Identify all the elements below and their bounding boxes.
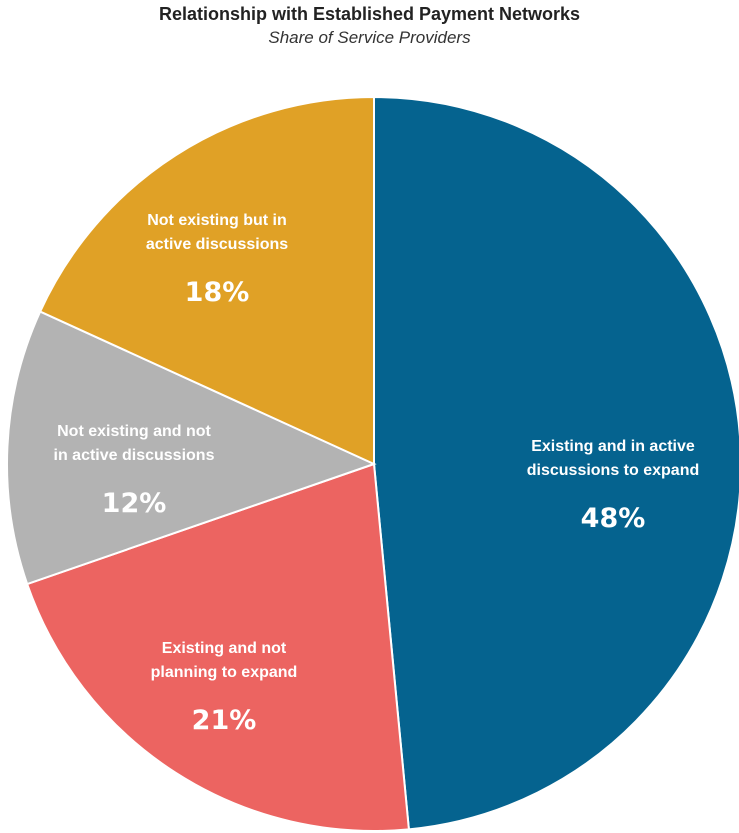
pie-slice bbox=[373, 95, 739, 831]
slice-label: active discussions bbox=[146, 236, 288, 253]
slice-label: Existing and in active bbox=[531, 438, 695, 455]
slice-label: Existing and not bbox=[162, 640, 287, 657]
slice-label: Not existing and not bbox=[57, 423, 211, 440]
chart-title: Relationship with Established Payment Ne… bbox=[158, 4, 581, 24]
slice-label: planning to expand bbox=[151, 664, 298, 681]
pie-slice bbox=[38, 95, 375, 466]
chart-subtitle: Share of Service Providers bbox=[268, 28, 471, 47]
slice-value-label: 18% bbox=[185, 277, 250, 308]
slice-label: discussions to expand bbox=[527, 462, 699, 479]
pie-slice bbox=[25, 462, 410, 832]
slice-label: in active discussions bbox=[54, 447, 215, 464]
slice-value-label: 48% bbox=[581, 503, 646, 534]
slice-value-label: 21% bbox=[192, 705, 257, 736]
slice-label: Not existing but in bbox=[147, 212, 287, 229]
slice-value-label: 12% bbox=[102, 488, 167, 519]
pie-slice bbox=[6, 310, 377, 586]
